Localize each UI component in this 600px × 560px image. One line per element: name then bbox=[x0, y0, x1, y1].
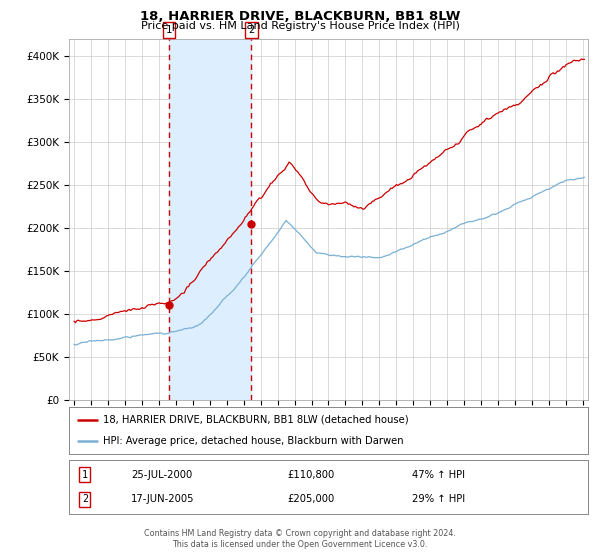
Text: Price paid vs. HM Land Registry's House Price Index (HPI): Price paid vs. HM Land Registry's House … bbox=[140, 21, 460, 31]
Text: £110,800: £110,800 bbox=[287, 470, 334, 480]
Text: This data is licensed under the Open Government Licence v3.0.: This data is licensed under the Open Gov… bbox=[172, 540, 428, 549]
Text: HPI: Average price, detached house, Blackburn with Darwen: HPI: Average price, detached house, Blac… bbox=[103, 436, 403, 446]
Text: 25-JUL-2000: 25-JUL-2000 bbox=[131, 470, 193, 480]
Text: 18, HARRIER DRIVE, BLACKBURN, BB1 8LW: 18, HARRIER DRIVE, BLACKBURN, BB1 8LW bbox=[140, 10, 460, 22]
Text: Contains HM Land Registry data © Crown copyright and database right 2024.: Contains HM Land Registry data © Crown c… bbox=[144, 529, 456, 538]
Text: 1: 1 bbox=[82, 470, 88, 480]
Text: 29% ↑ HPI: 29% ↑ HPI bbox=[412, 494, 464, 504]
Bar bbox=[169, 39, 251, 400]
Text: 2: 2 bbox=[248, 25, 254, 35]
Text: 2: 2 bbox=[82, 494, 88, 504]
Text: 47% ↑ HPI: 47% ↑ HPI bbox=[412, 470, 464, 480]
Text: 18, HARRIER DRIVE, BLACKBURN, BB1 8LW (detached house): 18, HARRIER DRIVE, BLACKBURN, BB1 8LW (d… bbox=[103, 414, 409, 424]
Text: £205,000: £205,000 bbox=[287, 494, 334, 504]
Text: 1: 1 bbox=[166, 25, 172, 35]
Text: 17-JUN-2005: 17-JUN-2005 bbox=[131, 494, 195, 504]
